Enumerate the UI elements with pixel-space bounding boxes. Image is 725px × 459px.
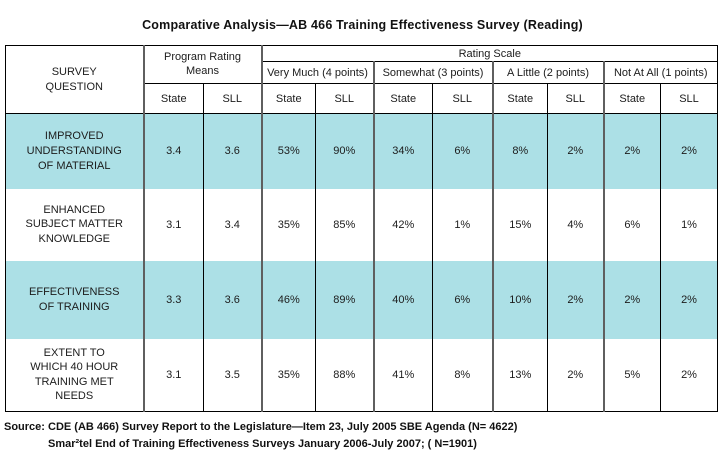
question-cell: ENHANCED SUBJECT MATTER KNOWLEDGE: [5, 188, 144, 261]
program-rating-means-header: Program Rating Means: [142, 45, 262, 84]
subheader-prm-state: State: [142, 83, 204, 114]
value-cell: 2%: [660, 338, 718, 412]
header-row-state-sll: State SLL State SLL State SLL State SLL …: [6, 83, 718, 114]
subheader-vm-sll: SLL: [315, 83, 374, 114]
table-row: IMPROVED UNDERSTANDING OF MATERIAL 3.4 3…: [5, 113, 718, 189]
group-header-very-much: Very Much (4 points): [260, 61, 374, 84]
value-cell: 3.6: [202, 113, 262, 189]
subheader-prm-sll: SLL: [202, 83, 262, 114]
value-cell: 2%: [660, 113, 718, 189]
subheader-al-sll: SLL: [547, 83, 604, 114]
value-cell: 3.6: [202, 260, 262, 339]
value-cell: 15%: [491, 188, 548, 261]
value-cell: 3.1: [142, 338, 204, 412]
value-cell: 85%: [315, 188, 374, 261]
value-cell: 90%: [315, 113, 374, 189]
value-cell: 13%: [491, 338, 548, 412]
value-cell: 8%: [432, 338, 493, 412]
value-cell: 35%: [260, 338, 316, 412]
value-cell: 42%: [372, 188, 433, 261]
value-cell: 88%: [315, 338, 374, 412]
page-title: Comparative Analysis—AB 466 Training Eff…: [142, 18, 583, 32]
rating-scale-header: Rating Scale: [260, 45, 718, 62]
value-cell: 46%: [260, 260, 316, 339]
subheader-sw-state: State: [372, 83, 433, 114]
subheader-al-state: State: [491, 83, 548, 114]
group-header-somewhat: Somewhat (3 points): [372, 61, 493, 84]
survey-results-table: SURVEY QUESTION Program Rating Means Rat…: [5, 45, 719, 412]
table-row: ENHANCED SUBJECT MATTER KNOWLEDGE 3.1 3.…: [5, 188, 718, 261]
group-header-a-little: A Little (2 points): [491, 61, 604, 84]
value-cell: 3.5: [202, 338, 262, 412]
subheader-na-state: State: [602, 83, 661, 114]
value-cell: 2%: [660, 260, 718, 339]
value-cell: 35%: [260, 188, 316, 261]
value-cell: 41%: [372, 338, 433, 412]
value-cell: 34%: [372, 113, 433, 189]
value-cell: 3.4: [142, 113, 204, 189]
value-cell: 2%: [547, 338, 604, 412]
value-cell: 8%: [491, 113, 548, 189]
value-cell: 5%: [602, 338, 661, 412]
value-cell: 1%: [432, 188, 493, 261]
value-cell: 4%: [547, 188, 604, 261]
question-cell: EFFECTIVENESS OF TRAINING: [5, 260, 144, 339]
value-cell: 6%: [432, 113, 493, 189]
source-line-1: Source: CDE (AB 466) Survey Report to th…: [4, 421, 518, 433]
value-cell: 2%: [602, 113, 661, 189]
value-cell: 3.3: [142, 260, 204, 339]
value-cell: 1%: [660, 188, 718, 261]
value-cell: 53%: [260, 113, 316, 189]
survey-question-header: SURVEY QUESTION: [5, 45, 144, 114]
value-cell: 3.4: [202, 188, 262, 261]
value-cell: 40%: [372, 260, 433, 339]
value-cell: 2%: [602, 260, 661, 339]
source-line-2: Smar²tel End of Training Effectiveness S…: [48, 437, 477, 450]
subheader-na-sll: SLL: [660, 83, 718, 114]
value-cell: 6%: [602, 188, 661, 261]
value-cell: 2%: [547, 260, 604, 339]
subheader-vm-state: State: [260, 83, 316, 114]
question-cell: EXTENT TO WHICH 40 HOUR TRAINING MET NEE…: [5, 338, 144, 412]
value-cell: 10%: [491, 260, 548, 339]
value-cell: 2%: [547, 113, 604, 189]
table-row: EFFECTIVENESS OF TRAINING 3.3 3.6 46% 89…: [5, 260, 718, 339]
question-cell: IMPROVED UNDERSTANDING OF MATERIAL: [5, 113, 144, 189]
subheader-sw-sll: SLL: [432, 83, 493, 114]
value-cell: 89%: [315, 260, 374, 339]
group-header-not-at-all: Not At All (1 points): [602, 61, 718, 84]
source-note: Source: CDE (AB 466) Survey Report to th…: [4, 419, 725, 452]
header-row-rating-scale: SURVEY QUESTION Program Rating Means Rat…: [5, 45, 718, 114]
header-row-groups: Very Much (4 points) Somewhat (3 points)…: [6, 61, 718, 84]
table-row: EXTENT TO WHICH 40 HOUR TRAINING MET NEE…: [5, 338, 718, 412]
value-cell: 3.1: [142, 188, 204, 261]
value-cell: 6%: [432, 260, 493, 339]
